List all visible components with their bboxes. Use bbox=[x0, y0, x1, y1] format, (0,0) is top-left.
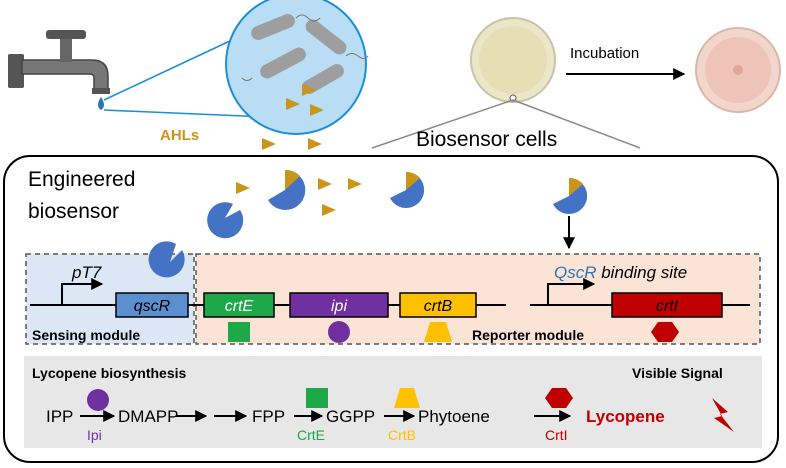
magnified-bacteria bbox=[225, 0, 369, 135]
crte-enzyme-icon bbox=[306, 388, 328, 408]
gene-crte-label: crtE bbox=[225, 298, 254, 315]
ahl-molecule-icon bbox=[318, 178, 332, 190]
gene-ipi bbox=[289, 292, 389, 318]
bacterium-icon bbox=[260, 47, 306, 79]
binding-site-label: QscR binding site bbox=[554, 263, 687, 282]
visible-signal-label: Visible Signal bbox=[632, 365, 723, 381]
receptor-icon bbox=[207, 202, 244, 239]
incubation-label: Incubation bbox=[570, 45, 639, 62]
ahl-molecule-icon bbox=[308, 138, 322, 150]
ahls-label: AHLs bbox=[160, 127, 199, 144]
receptor-icon bbox=[268, 169, 306, 210]
ahl-molecule-icon bbox=[236, 182, 250, 194]
ipi-enzyme-icon bbox=[87, 389, 109, 411]
gene-crti bbox=[611, 292, 723, 318]
pathway-title: Lycopene biosynthesis bbox=[32, 365, 187, 381]
ahl-molecule-icon bbox=[348, 178, 362, 190]
gene-ipi-label: ipi bbox=[331, 298, 347, 315]
petri-dish-after bbox=[695, 27, 781, 113]
crti-enzyme-label: CrtI bbox=[545, 427, 568, 443]
ipi-enzyme-label: Ipi bbox=[87, 427, 102, 443]
promoter-arrow-icon bbox=[547, 278, 596, 305]
gene-crtb bbox=[399, 292, 477, 318]
crti-protein-icon bbox=[651, 322, 679, 342]
gene-crte bbox=[203, 292, 275, 318]
petri-dish-before bbox=[470, 17, 556, 103]
sensing-module-label: Sensing module bbox=[32, 327, 140, 343]
crtb-enzyme-label: CrtB bbox=[388, 427, 416, 443]
gene-qscr-label: qscR bbox=[134, 298, 171, 315]
engineered-title-line2: biosensor bbox=[28, 200, 119, 223]
engineered-title-line1: Engineered bbox=[28, 168, 135, 191]
ipp-label: IPP bbox=[46, 407, 73, 426]
bacterium-icon bbox=[305, 19, 347, 55]
crti-enzyme-icon bbox=[545, 388, 573, 408]
dmapp-label: DMAPP bbox=[118, 407, 178, 426]
crtb-protein-icon bbox=[424, 322, 452, 342]
bacterium-icon bbox=[302, 64, 344, 94]
promoter-pt7-label: pT7 bbox=[71, 263, 102, 282]
tap-icon bbox=[8, 30, 110, 110]
biosensor-cells-label: Biosensor cells bbox=[416, 128, 557, 151]
receptor-icon bbox=[148, 241, 185, 278]
fpp-label: FPP bbox=[252, 407, 285, 426]
ipi-protein-icon bbox=[328, 321, 350, 343]
lycopene-label: Lycopene bbox=[586, 407, 665, 426]
reporter-module-label: Reporter module bbox=[472, 327, 584, 343]
crte-protein-icon bbox=[228, 322, 250, 342]
gene-crti-label: crtI bbox=[656, 298, 679, 315]
phytoene-label: Phytoene bbox=[418, 407, 490, 426]
water-drop-icon bbox=[98, 97, 104, 110]
crtb-enzyme-icon bbox=[394, 388, 420, 408]
bacterium-icon bbox=[251, 14, 295, 40]
pathway-panel bbox=[24, 356, 762, 448]
ahl-molecule-icon bbox=[322, 204, 336, 216]
ahl-molecule-icon bbox=[262, 138, 276, 150]
crte-enzyme-label: CrtE bbox=[297, 427, 325, 443]
gene-qscr bbox=[115, 292, 189, 318]
ggpp-label: GGPP bbox=[326, 407, 375, 426]
promoter-arrow-icon bbox=[61, 278, 104, 305]
gene-crtb-label: crtB bbox=[424, 298, 453, 315]
lightning-signal-icon bbox=[712, 398, 734, 432]
